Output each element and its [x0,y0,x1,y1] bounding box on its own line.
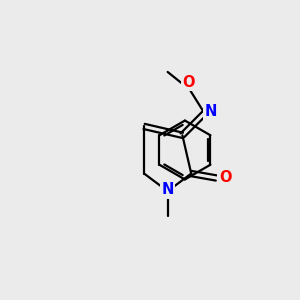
Text: N: N [205,104,217,119]
Text: O: O [182,75,194,90]
Text: N: N [161,182,174,197]
Text: O: O [219,170,231,185]
